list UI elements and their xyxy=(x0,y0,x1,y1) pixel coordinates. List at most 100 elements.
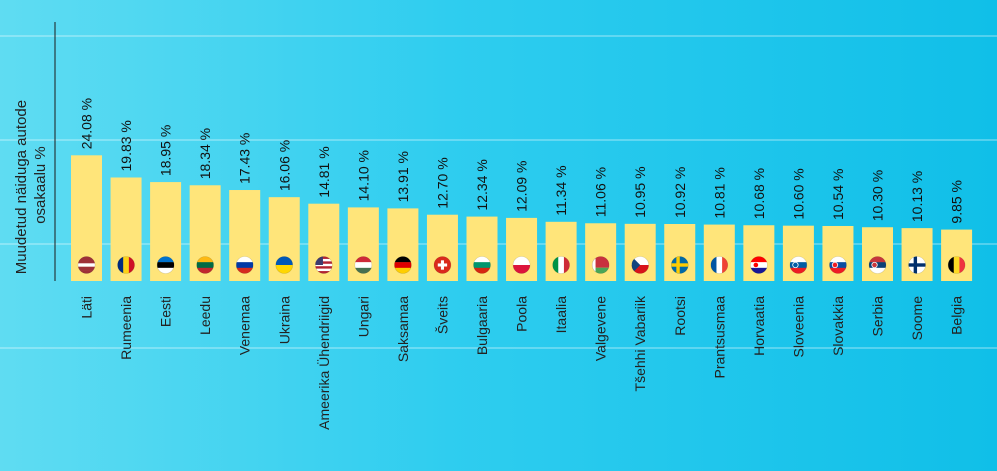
bar-group: 14.10 % Ungari xyxy=(347,150,379,337)
category-label: Valgevene xyxy=(593,296,609,361)
flag-part xyxy=(128,256,135,274)
bar-group: 10.81 % Prantsusmaa xyxy=(703,167,735,379)
value-label: 10.81 % xyxy=(711,167,727,218)
flag-part xyxy=(710,256,717,274)
category-label: Rumeenia xyxy=(118,296,134,360)
bar-group: 14.81 % Ameerika Ühendriigid xyxy=(308,146,340,430)
flag-part xyxy=(196,267,214,274)
flag-part xyxy=(829,256,847,263)
flag-part xyxy=(354,262,372,269)
bar-group: 24.08 % Läti xyxy=(71,98,102,319)
category-label: Horvaatia xyxy=(751,296,767,356)
flag-ring xyxy=(77,256,96,274)
flag-part xyxy=(631,256,649,265)
flag-ring xyxy=(631,256,650,274)
flag-part xyxy=(315,266,333,269)
flag-ring xyxy=(117,256,135,274)
y-axis-label-line: Muudetud näiduga autode xyxy=(13,100,30,274)
bar-group: 10.95 % Tšehhi Vabariik xyxy=(624,166,656,391)
category-label: Soome xyxy=(909,296,925,341)
france-flag-icon xyxy=(710,256,728,274)
category-label: Poola xyxy=(514,296,530,332)
latvia-flag-icon xyxy=(78,256,95,274)
usa-flag-icon xyxy=(315,256,333,274)
bar-group: 19.83 % Rumeenia xyxy=(110,120,142,360)
flag-part xyxy=(789,256,807,263)
category-label: Itaalia xyxy=(553,296,569,334)
belarus-flag-icon xyxy=(592,256,610,274)
bar-group: 16.06 % Ukraina xyxy=(268,140,300,344)
flag-part xyxy=(157,262,175,269)
flag-part xyxy=(716,256,723,274)
germany-flag-icon xyxy=(394,256,412,274)
bar-group: 11.34 % Itaalia xyxy=(545,165,577,334)
flag-part xyxy=(750,256,768,263)
category-label: Venemaa xyxy=(237,296,253,355)
ukraine-flag-icon xyxy=(275,256,293,274)
poland-flag-icon xyxy=(513,256,531,274)
flag-part xyxy=(592,256,596,274)
value-label: 12.34 % xyxy=(474,159,490,210)
bar-group: 10.68 % Horvaatia xyxy=(743,168,775,356)
flag-part xyxy=(552,256,559,274)
finland-flag-icon xyxy=(908,256,926,274)
switzerland-flag-icon xyxy=(433,256,451,274)
category-label: Slovakkia xyxy=(830,296,846,356)
flag-ring xyxy=(275,256,294,274)
sweden-flag-icon xyxy=(671,256,689,274)
flag-part xyxy=(750,267,768,274)
estonia-flag-icon xyxy=(157,256,175,274)
category-label: Ukraina xyxy=(276,296,292,344)
bar-group: 17.43 % Venemaa xyxy=(229,133,261,355)
value-label: 17.43 % xyxy=(237,133,253,184)
flag-ring xyxy=(710,256,729,274)
flag-part xyxy=(354,267,372,274)
category-label: Belgia xyxy=(949,296,965,335)
flag-ring xyxy=(433,256,452,274)
flag-part xyxy=(275,265,293,274)
flag-part xyxy=(789,267,807,274)
bulgaria-flag-icon xyxy=(473,256,491,274)
flag-part xyxy=(948,256,954,274)
value-label: 10.30 % xyxy=(870,170,886,221)
flag-part xyxy=(117,256,124,274)
flag-emblem xyxy=(831,261,839,269)
value-label: 19.83 % xyxy=(118,120,134,171)
bar-group: 12.09 % Poola xyxy=(506,161,538,332)
value-label: 12.70 % xyxy=(434,157,450,208)
flag-ring xyxy=(394,256,412,274)
value-label: 14.10 % xyxy=(355,150,371,201)
value-label: 9.85 % xyxy=(949,180,965,224)
category-label: Serbia xyxy=(870,296,886,337)
category-label: Ungari xyxy=(355,296,371,337)
flag-part xyxy=(671,263,689,267)
bar-group: 10.92 % Rootsi xyxy=(664,167,696,336)
flag-ring xyxy=(591,256,610,274)
bar-group: 10.30 % Serbia xyxy=(862,170,893,337)
bar-group: 13.91 % Saksamaa xyxy=(387,151,419,362)
value-label: 24.08 % xyxy=(79,98,95,149)
value-label: 16.06 % xyxy=(276,140,292,191)
flag-ring xyxy=(829,256,847,274)
category-label: Rootsi xyxy=(672,296,688,336)
value-label: 10.92 % xyxy=(672,167,688,218)
bar-group: 12.34 % Bulgaaria xyxy=(466,159,498,355)
bar-group: 10.13 % Soome xyxy=(901,171,933,341)
flag-part xyxy=(78,270,95,274)
value-label: 10.95 % xyxy=(632,166,648,217)
flag-part xyxy=(315,263,333,267)
bar-group: 9.85 % Belgia xyxy=(941,180,973,335)
flag-ring xyxy=(750,256,768,274)
flag-part xyxy=(394,256,412,263)
flag-part xyxy=(275,256,293,266)
flag-part xyxy=(78,263,95,267)
flag-part xyxy=(953,256,960,274)
flag-part xyxy=(236,262,254,269)
category-label: Prantsusmaa xyxy=(711,296,727,379)
category-label: Tšehhi Vabariik xyxy=(632,295,648,391)
flag-ring xyxy=(314,256,333,274)
russia-flag-icon xyxy=(236,256,254,274)
value-label: 10.68 % xyxy=(751,168,767,219)
